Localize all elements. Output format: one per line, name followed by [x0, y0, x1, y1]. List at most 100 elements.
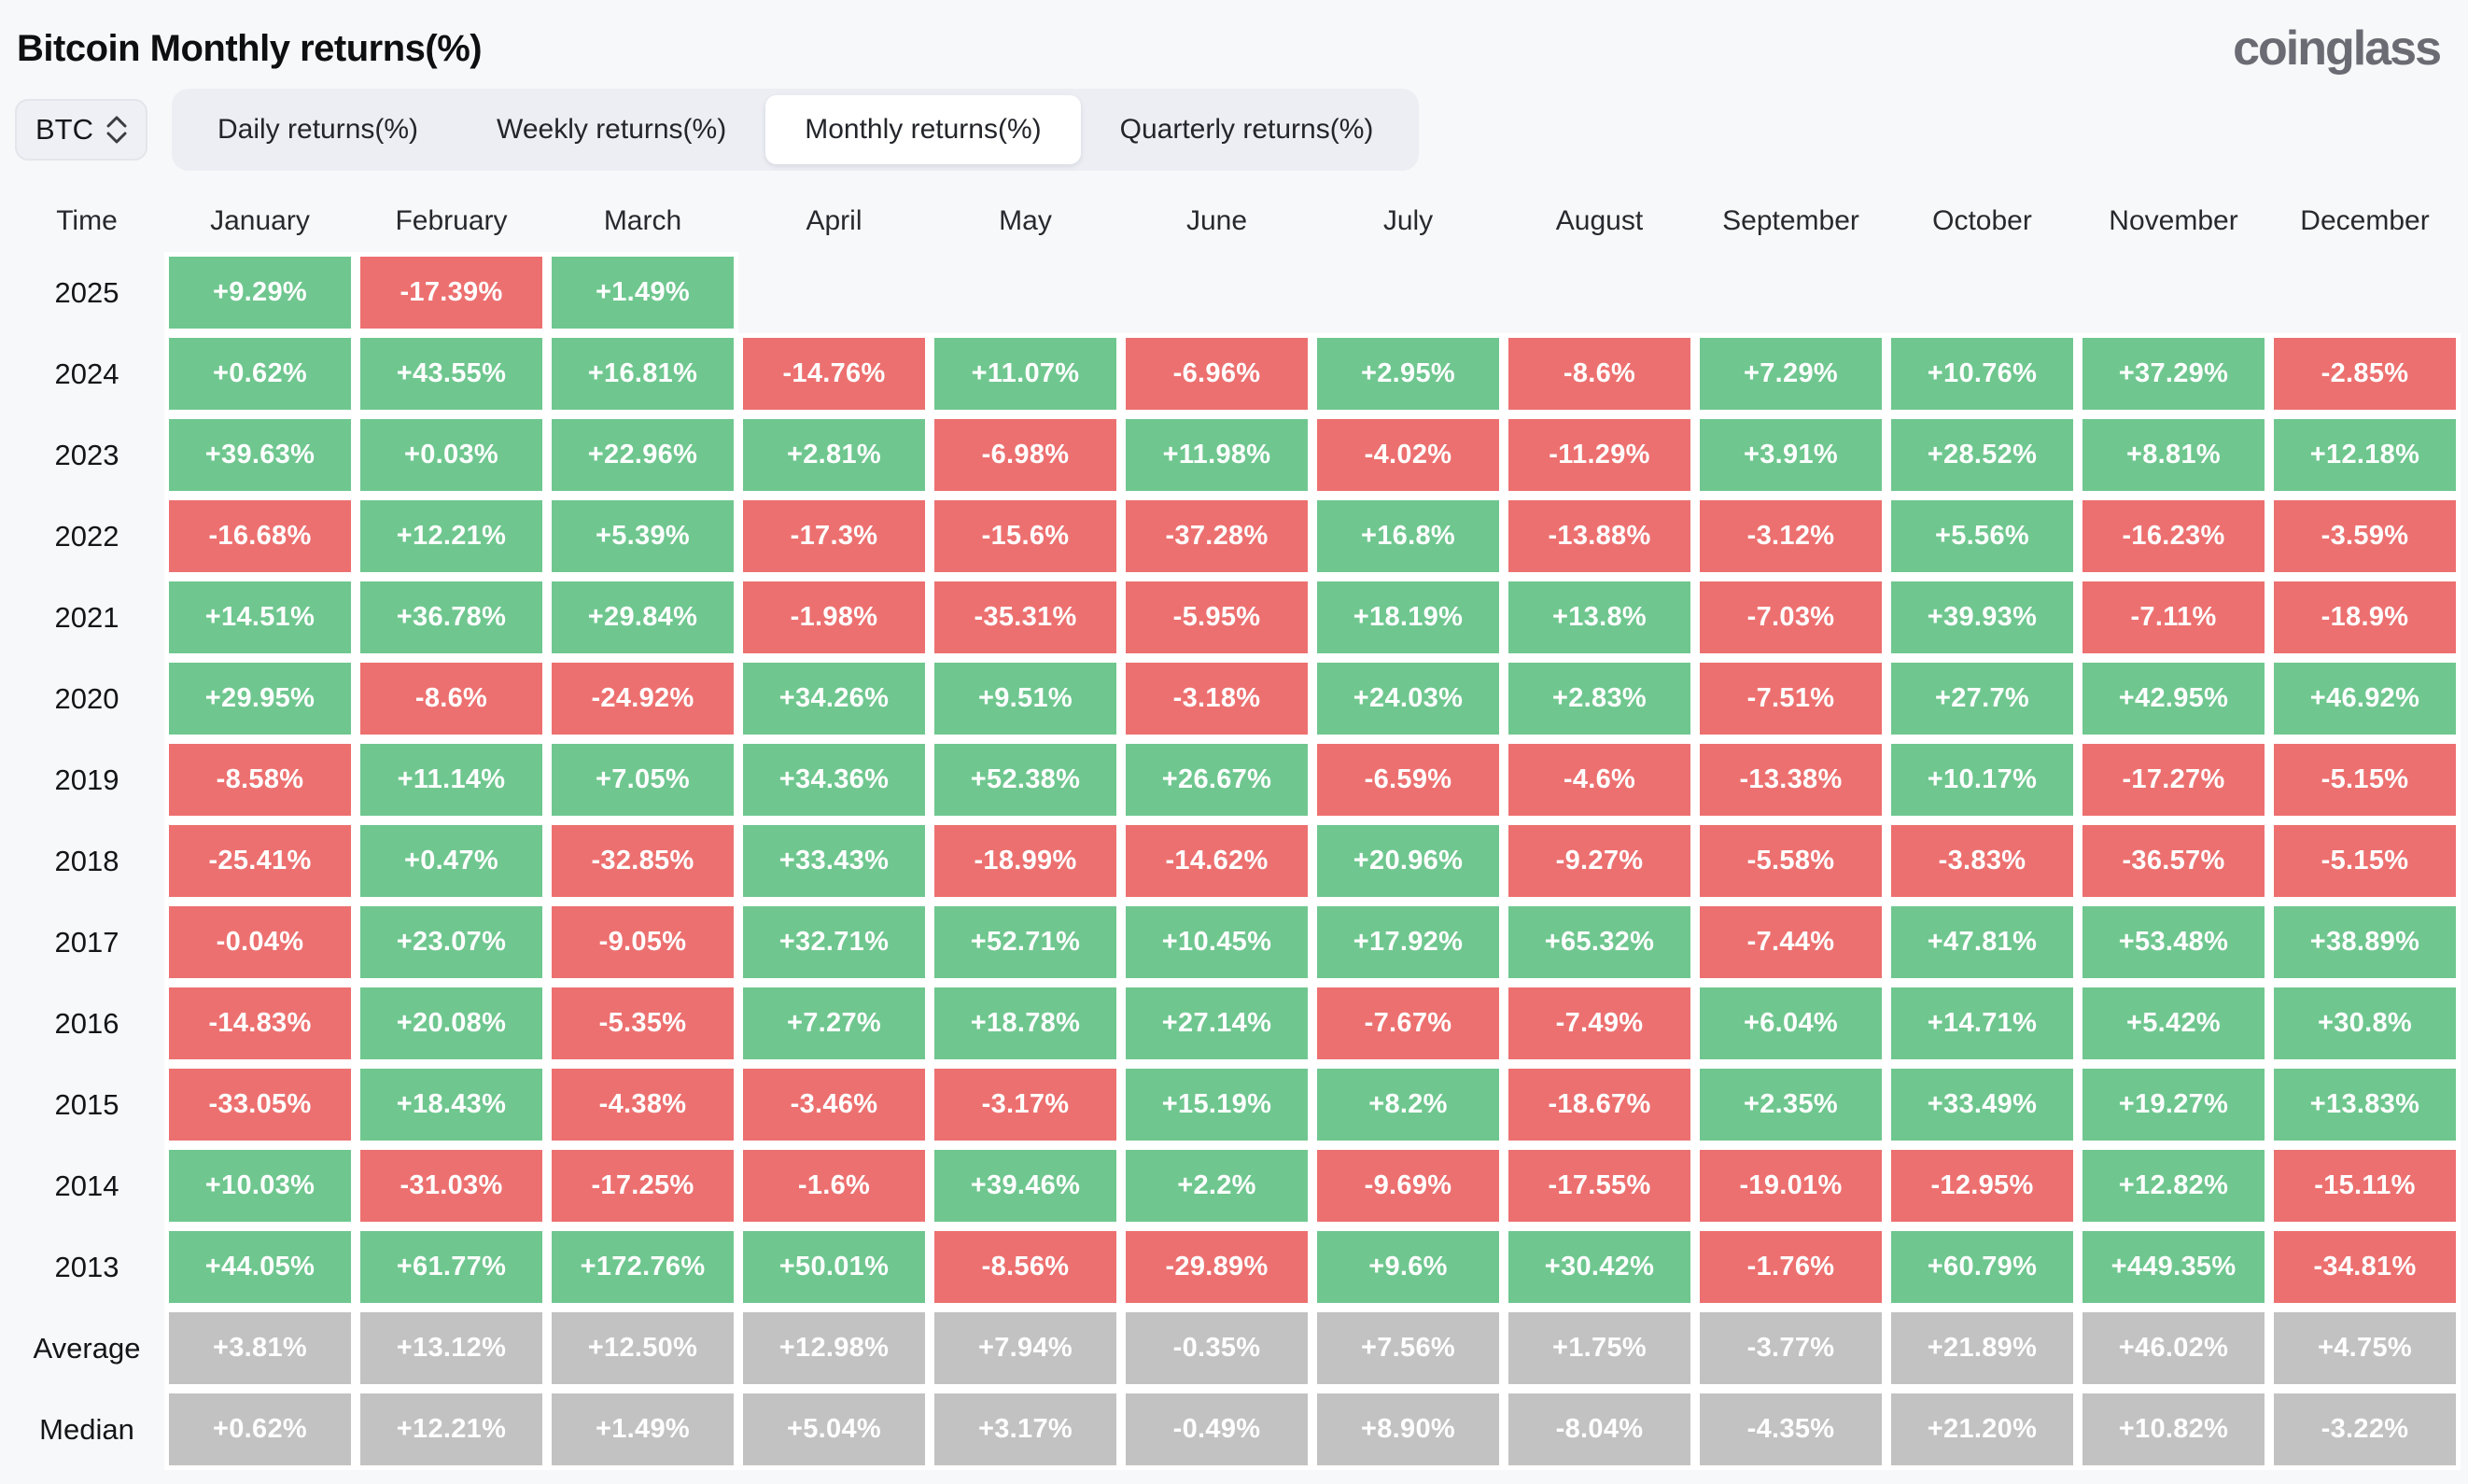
return-cell: +1.49%	[547, 252, 738, 333]
return-cell: +8.81%	[2078, 414, 2269, 496]
return-cell: -35.31%	[930, 577, 1121, 658]
row-label: 2019	[54, 763, 119, 796]
return-cell: +46.02%	[2078, 1308, 2269, 1389]
symbol-select[interactable]: BTC	[15, 99, 147, 161]
return-cell: +37.29%	[2078, 333, 2269, 414]
return-cell: +33.49%	[1886, 1064, 2078, 1145]
tab-daily-returns[interactable]: Daily returns(%)	[178, 95, 457, 164]
return-cell: -14.83%	[164, 983, 356, 1064]
return-cell: +22.96%	[547, 414, 738, 496]
column-header-month: September	[1722, 205, 1859, 236]
return-cell: +11.07%	[930, 333, 1121, 414]
return-cell: +2.95%	[1312, 333, 1504, 414]
return-cell: -17.25%	[547, 1145, 738, 1226]
return-cell	[1886, 252, 2078, 333]
return-cell	[738, 252, 930, 333]
return-cell: +34.26%	[738, 658, 930, 739]
tab-quarterly-returns[interactable]: Quarterly returns(%)	[1081, 95, 1413, 164]
return-cell: +43.55%	[356, 333, 547, 414]
return-cell: -4.35%	[1695, 1389, 1886, 1470]
return-cell: -13.38%	[1695, 739, 1886, 820]
return-cell: -25.41%	[164, 820, 356, 902]
return-cell: +7.05%	[547, 739, 738, 820]
column-header-month: November	[2109, 205, 2238, 236]
return-cell: +11.98%	[1121, 414, 1312, 496]
return-cell: -34.81%	[2269, 1226, 2461, 1308]
return-cell: +29.84%	[547, 577, 738, 658]
return-cell: +30.42%	[1504, 1226, 1695, 1308]
return-cell: -7.03%	[1695, 577, 1886, 658]
row-label: 2022	[54, 519, 119, 553]
return-cell: +12.21%	[356, 496, 547, 577]
return-cell: -0.49%	[1121, 1389, 1312, 1470]
return-cell: +52.71%	[930, 902, 1121, 983]
row-label: Average	[33, 1331, 141, 1365]
return-cell: +9.29%	[164, 252, 356, 333]
return-cell: -0.35%	[1121, 1308, 1312, 1389]
return-cell: -11.29%	[1504, 414, 1695, 496]
return-cell: +20.96%	[1312, 820, 1504, 902]
return-cell: +28.52%	[1886, 414, 2078, 496]
return-cell: -7.11%	[2078, 577, 2269, 658]
return-cell: +12.50%	[547, 1308, 738, 1389]
tab-weekly-returns[interactable]: Weekly returns(%)	[457, 95, 765, 164]
return-cell	[930, 252, 1121, 333]
return-cell	[1121, 252, 1312, 333]
row-label: 2021	[54, 600, 119, 634]
return-cell: +10.82%	[2078, 1389, 2269, 1470]
return-cell	[1695, 252, 1886, 333]
return-cell: +10.45%	[1121, 902, 1312, 983]
return-cell: +12.98%	[738, 1308, 930, 1389]
return-cell: +34.36%	[738, 739, 930, 820]
return-cell: +18.19%	[1312, 577, 1504, 658]
return-cell: -19.01%	[1695, 1145, 1886, 1226]
return-cell: -1.6%	[738, 1145, 930, 1226]
return-cell: -5.15%	[2269, 739, 2461, 820]
column-header-month: March	[603, 205, 682, 236]
return-cell: +39.93%	[1886, 577, 2078, 658]
page-title: Bitcoin Monthly returns(%)	[17, 27, 483, 69]
return-cell: +0.47%	[356, 820, 547, 902]
row-label: 2015	[54, 1087, 119, 1121]
controls-bar: BTC Daily returns(%) Weekly returns(%) M…	[0, 86, 2468, 179]
return-cell: +50.01%	[738, 1226, 930, 1308]
return-cell: -15.6%	[930, 496, 1121, 577]
return-cell: +7.29%	[1695, 333, 1886, 414]
return-cell: +7.94%	[930, 1308, 1121, 1389]
return-cell: +12.18%	[2269, 414, 2461, 496]
tab-monthly-returns[interactable]: Monthly returns(%)	[765, 95, 1081, 164]
return-cell	[2078, 252, 2269, 333]
return-cell: -12.95%	[1886, 1145, 2078, 1226]
return-cell: +17.92%	[1312, 902, 1504, 983]
return-cell: -3.46%	[738, 1064, 930, 1145]
return-cell: +1.75%	[1504, 1308, 1695, 1389]
coinglass-logo: coinglass	[2233, 21, 2442, 76]
return-cell: +2.2%	[1121, 1145, 1312, 1226]
return-cell: +18.78%	[930, 983, 1121, 1064]
return-cell: -18.9%	[2269, 577, 2461, 658]
return-cell: -17.3%	[738, 496, 930, 577]
return-cell: -15.11%	[2269, 1145, 2461, 1226]
return-cell: +3.17%	[930, 1389, 1121, 1470]
return-cell: -6.96%	[1121, 333, 1312, 414]
return-cell: -3.12%	[1695, 496, 1886, 577]
return-cell: +10.17%	[1886, 739, 2078, 820]
return-cell: -7.67%	[1312, 983, 1504, 1064]
return-cell: -9.05%	[547, 902, 738, 983]
return-cell: -36.57%	[2078, 820, 2269, 902]
return-cell: +21.20%	[1886, 1389, 2078, 1470]
return-cell: +0.62%	[164, 1389, 356, 1470]
return-cell: +9.6%	[1312, 1226, 1504, 1308]
return-cell: +13.8%	[1504, 577, 1695, 658]
return-cell: +33.43%	[738, 820, 930, 902]
return-cell: +29.95%	[164, 658, 356, 739]
return-cell	[1312, 252, 1504, 333]
return-cell: -5.35%	[547, 983, 738, 1064]
return-cell: -17.39%	[356, 252, 547, 333]
return-cell: +39.63%	[164, 414, 356, 496]
row-label: 2014	[54, 1169, 119, 1202]
return-cell: -37.28%	[1121, 496, 1312, 577]
return-cell: +24.03%	[1312, 658, 1504, 739]
return-cell	[2269, 252, 2461, 333]
return-cell: -3.22%	[2269, 1389, 2461, 1470]
